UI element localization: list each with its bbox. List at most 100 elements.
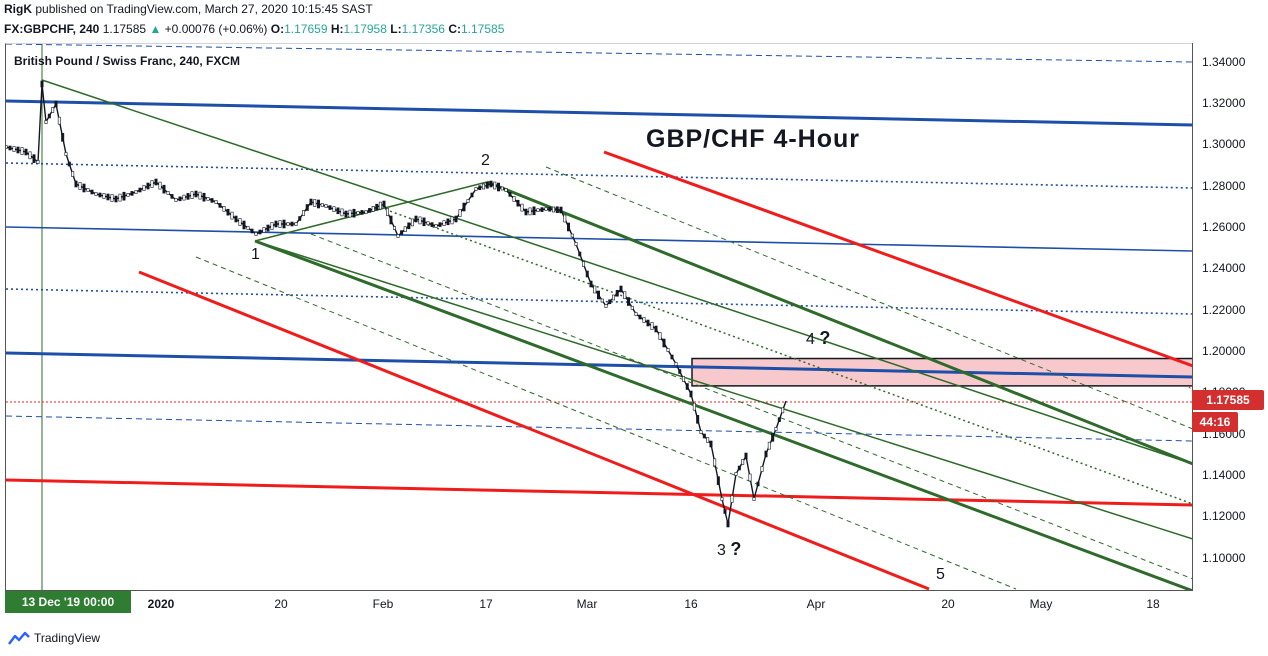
x-tick: 17 bbox=[479, 597, 493, 611]
candle bbox=[210, 198, 214, 203]
x-tick: 18 bbox=[1146, 597, 1160, 611]
candle bbox=[126, 193, 130, 197]
candle bbox=[536, 208, 540, 212]
up-arrow-icon: ▲ bbox=[149, 22, 162, 36]
candle bbox=[430, 222, 434, 227]
candle bbox=[504, 188, 508, 192]
close-value: 1.17585 bbox=[460, 22, 505, 36]
candle bbox=[410, 218, 414, 227]
candle bbox=[685, 383, 689, 390]
candle bbox=[692, 402, 696, 411]
trend-line-blue-dashed bbox=[6, 415, 1193, 442]
candle bbox=[426, 221, 430, 225]
candle bbox=[713, 458, 717, 467]
candle bbox=[242, 220, 246, 230]
candle bbox=[723, 509, 727, 514]
candle bbox=[74, 180, 78, 188]
last-price-badge: 1.17585 bbox=[1192, 390, 1264, 410]
candle bbox=[154, 178, 158, 186]
candle bbox=[630, 305, 634, 310]
chart-pane[interactable] bbox=[5, 43, 1193, 591]
candle bbox=[634, 312, 638, 316]
candle bbox=[454, 215, 458, 223]
candle bbox=[781, 407, 785, 414]
channel-line-red bbox=[603, 150, 1193, 368]
wave-3-number: 3 bbox=[717, 542, 726, 559]
trend-line-red bbox=[6, 478, 1193, 507]
symbol-line: FX:GBPCHF, 240 1.17585 ▲ +0.00076 (+0.06… bbox=[4, 22, 504, 36]
candle bbox=[40, 80, 44, 88]
low-value: 1.17356 bbox=[401, 22, 445, 36]
candle bbox=[382, 200, 386, 208]
publish-text: published on TradingView.com, March 27, … bbox=[35, 2, 373, 16]
candle bbox=[234, 215, 238, 223]
candle bbox=[528, 207, 532, 216]
candle bbox=[146, 182, 150, 190]
candle bbox=[134, 190, 138, 194]
price-plot[interactable] bbox=[6, 44, 1193, 591]
candle bbox=[774, 427, 778, 431]
wave-label-3: 3 ? bbox=[717, 539, 741, 560]
candle bbox=[28, 151, 32, 160]
candle bbox=[666, 348, 670, 352]
y-tick: 1.32000 bbox=[1202, 96, 1246, 110]
candle bbox=[340, 208, 344, 217]
candle bbox=[654, 325, 658, 333]
candle bbox=[230, 211, 234, 220]
candle bbox=[190, 191, 194, 199]
candle bbox=[720, 497, 724, 501]
trend-line-blue bbox=[6, 226, 1193, 252]
candle bbox=[138, 187, 142, 193]
candle bbox=[678, 369, 682, 374]
channel-line-green bbox=[254, 239, 1193, 591]
candle bbox=[696, 415, 700, 424]
candle bbox=[414, 215, 418, 223]
candle bbox=[94, 192, 98, 196]
candle bbox=[600, 298, 604, 303]
candle bbox=[106, 193, 110, 201]
candle bbox=[650, 322, 654, 330]
candle bbox=[608, 299, 612, 305]
trend-line-blue bbox=[6, 351, 1193, 379]
candle bbox=[500, 186, 504, 191]
y-tick: 1.26000 bbox=[1202, 220, 1246, 234]
chart-title: GBP/CHF 4-Hour bbox=[646, 125, 860, 153]
candle bbox=[611, 294, 615, 301]
candle bbox=[570, 233, 574, 238]
candle bbox=[305, 204, 309, 211]
wave-5-number: 5 bbox=[936, 566, 945, 583]
candle bbox=[706, 437, 710, 443]
candle bbox=[446, 218, 450, 226]
wave-label-5: 5 bbox=[936, 566, 945, 584]
candle bbox=[771, 433, 775, 442]
channel-line-green-dashed bbox=[195, 256, 1017, 590]
symbol-name: FX:GBPCHF, 240 bbox=[4, 22, 100, 36]
time-axis[interactable]: 13 Dec '19 00:00 2020 20 Feb 17 Mar 16 A… bbox=[5, 590, 1192, 619]
candle bbox=[356, 211, 360, 215]
candle bbox=[646, 319, 650, 327]
wave-4-number: 4 bbox=[806, 331, 815, 348]
candle bbox=[6, 145, 8, 149]
candle bbox=[670, 354, 674, 360]
candle bbox=[741, 459, 745, 465]
candle bbox=[767, 441, 771, 450]
candle bbox=[392, 226, 396, 230]
countdown-badge: 44:16 bbox=[1192, 412, 1238, 432]
candle bbox=[615, 289, 619, 297]
candle bbox=[512, 196, 516, 202]
y-tick: 1.24000 bbox=[1202, 261, 1246, 275]
y-tick: 1.12000 bbox=[1202, 509, 1246, 523]
channel-line-green-dotted bbox=[375, 205, 1193, 505]
wave-1-number: 1 bbox=[251, 246, 260, 263]
candle bbox=[563, 214, 567, 223]
low-label: L: bbox=[390, 22, 402, 36]
candle bbox=[777, 417, 781, 422]
y-tick: 1.14000 bbox=[1202, 468, 1246, 482]
price-axis[interactable]: 1.34000 1.32000 1.30000 1.28000 1.26000 … bbox=[1192, 43, 1268, 590]
candle bbox=[619, 285, 623, 293]
candle bbox=[548, 206, 552, 212]
candle bbox=[298, 216, 302, 221]
tradingview-brand[interactable]: TradingView bbox=[8, 628, 100, 648]
candle bbox=[760, 466, 764, 472]
candle bbox=[102, 193, 106, 199]
